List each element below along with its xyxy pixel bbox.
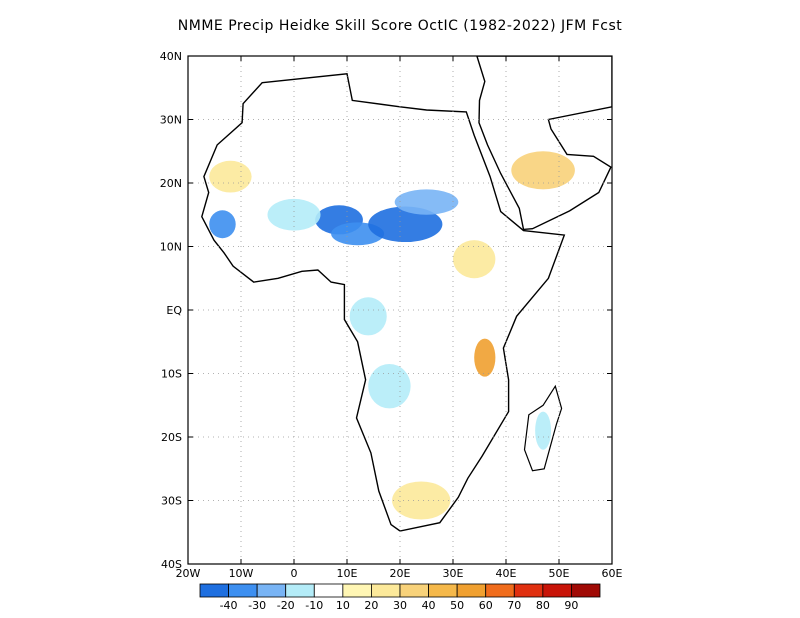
madagascar-coastline [523,384,563,472]
skill-region-angola-light [368,363,411,409]
skill-region-south-africa-warm [392,481,451,520]
y-tick-label: EQ [166,304,182,317]
skill-region-sahel-west [209,210,236,239]
skill-region-sahel-chad-sudan [368,206,443,243]
y-tick-label: 30S [161,495,182,508]
x-tick-label: 0 [291,567,298,580]
colorbar-swatch [228,583,258,598]
skill-region-west-africa-warm [209,160,252,193]
colorbar-swatch [571,583,601,598]
map-title: NMME Precip Heidke Skill Score OctIC (19… [177,18,623,34]
africa-coastline [201,73,566,532]
land-outline [201,56,612,532]
colorbar-swatch [542,583,572,598]
colorbar-label: -40 [220,599,238,612]
colorbar-label: 80 [536,599,550,612]
colorbar-swatch [513,583,544,598]
colorbar-label: 20 [364,599,378,612]
x-tick-label: 10W [229,567,254,580]
colorbar-swatch [456,583,487,598]
colorbar-swatch [256,583,287,598]
colorbar-label: 90 [564,599,578,612]
colorbar-label: 10 [336,599,350,612]
x-tick-label: 40E [496,567,517,580]
x-tick-label: 20E [390,567,411,580]
skill-region-ethiopia-warm [453,240,496,279]
colorbar-label: 70 [507,599,521,612]
arabia-coastline [476,56,612,231]
skill-region-mali-light [267,198,321,231]
colorbar-label: 40 [422,599,436,612]
skill-region-sudan-light [394,189,459,215]
colorbar-label: -10 [305,599,323,612]
y-tick-label: 20S [161,431,182,444]
colorbar-label: 60 [479,599,493,612]
x-tick-label: 50E [549,567,570,580]
colorbar-label: 50 [450,599,464,612]
y-tick-label: 20N [160,177,182,190]
colorbar-swatch [342,583,372,598]
colorbar-swatch [199,583,229,598]
y-tick-label: 10N [160,241,182,254]
y-axis-ticks: 40N 30N 20N 10N EQ 10S 20S 30S 40S [160,50,612,571]
colorbar: -40 -30 -20 -10 10 20 30 40 50 60 70 80 90 [199,583,601,612]
skill-region-tanzania-warm [474,338,496,377]
skill-layer [209,151,575,520]
colorbar-label: 30 [393,599,407,612]
x-tick-label: 60E [602,567,623,580]
y-tick-label: 40S [161,558,182,571]
gridlines [188,56,612,564]
colorbar-swatch [399,583,429,598]
x-axis-ticks: 20W 10W 0 10E 20E 30E 40E 50E 60E [176,56,623,580]
y-tick-label: 30N [160,114,182,127]
y-tick-label: 10S [161,368,182,381]
colorbar-swatch [285,583,315,598]
colorbar-label: -20 [277,599,295,612]
skill-region-madagascar-light [535,411,552,450]
colorbar-swatch [485,583,515,598]
colorbar-label: -30 [248,599,266,612]
colorbar-swatch [428,583,458,598]
y-tick-label: 40N [160,50,182,63]
x-tick-label: 10E [337,567,358,580]
x-tick-label: 20W [176,567,201,580]
skill-region-congo-light [349,297,387,336]
colorbar-swatch [371,583,401,598]
x-tick-label: 30E [443,567,464,580]
skill-region-saudi-warm [511,151,575,190]
colorbar-swatch [313,583,344,598]
